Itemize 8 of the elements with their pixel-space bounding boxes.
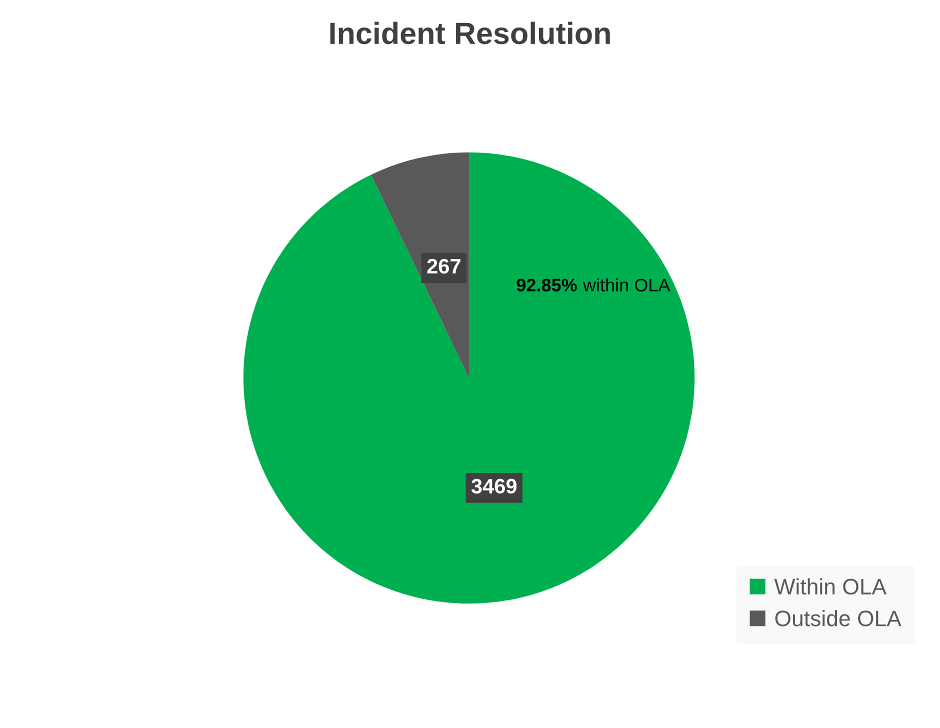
- pie-slice: [371, 152, 469, 378]
- legend-label: Within OLA: [774, 578, 887, 595]
- data-label: 3469: [471, 478, 517, 494]
- text: 92.85% within OLA: [516, 278, 670, 292]
- legend-label: Outside OLA: [775, 610, 902, 626]
- pie-slice: [243, 152, 695, 604]
- data-label: 267: [427, 258, 460, 274]
- chart-title: Incident Resolution: [330, 22, 610, 44]
